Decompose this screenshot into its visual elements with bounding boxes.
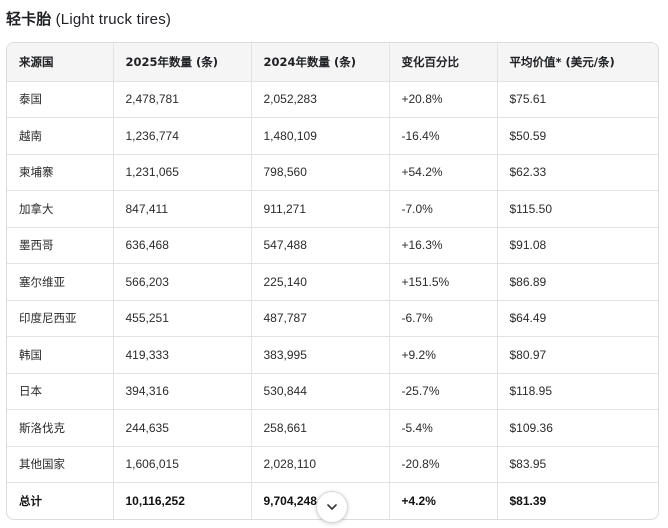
cell-2024-quantity: 547,488	[251, 227, 390, 264]
page-title: 轻卡胎 (Light truck tires)	[6, 8, 171, 29]
table-row: 柬埔寨 1,231,065 798,560 +54.2% $62.33	[7, 154, 658, 191]
cell-average-value: $64.49	[497, 300, 658, 337]
cell-2024-quantity: 911,271	[251, 190, 390, 228]
header-origin-country: 来源国	[7, 43, 114, 82]
header-average-value: 平均价值* (美元/条)	[497, 43, 658, 82]
cell-2024-quantity: 798,560	[251, 154, 390, 191]
cell-percent-change: -25.7%	[389, 373, 498, 410]
table-header-row: 来源国 2025年数量 (条) 2024年数量 (条) 变化百分比 平均价值* …	[7, 43, 658, 82]
cell-percent-change: +16.3%	[389, 227, 498, 264]
table-row: 斯洛伐克 244,635 258,661 -5.4% $109.36	[7, 409, 658, 447]
cell-average-value: $75.61	[497, 81, 658, 118]
cell-percent-change: -6.7%	[389, 300, 498, 337]
title-english: (Light truck tires)	[55, 11, 172, 28]
total-cell-2025-quantity: 10,116,252	[113, 482, 252, 519]
cell-average-value: $86.89	[497, 263, 658, 301]
table-row: 其他国家 1,606,015 2,028,110 -20.8% $83.95	[7, 446, 658, 483]
cell-origin-country: 塞尔维亚	[7, 263, 114, 301]
cell-2025-quantity: 636,468	[113, 227, 252, 264]
cell-percent-change: +54.2%	[389, 154, 498, 191]
cell-2025-quantity: 244,635	[113, 409, 252, 447]
cell-origin-country: 泰国	[7, 81, 114, 118]
table-row: 加拿大 847,411 911,271 -7.0% $115.50	[7, 190, 658, 228]
cell-2024-quantity: 2,028,110	[251, 446, 390, 483]
table-total-row: 总计 10,116,252 9,704,248 +4.2% $81.39	[7, 482, 658, 519]
cell-2024-quantity: 258,661	[251, 409, 390, 447]
total-cell-average-value: $81.39	[509, 494, 547, 508]
cell-2025-quantity: 419,333	[113, 336, 252, 374]
cell-2024-quantity: 383,995	[251, 336, 390, 374]
cell-percent-change: +9.2%	[389, 336, 498, 374]
cell-percent-change: -7.0%	[389, 190, 498, 228]
cell-origin-country: 越南	[7, 117, 114, 155]
cell-origin-country: 斯洛伐克	[7, 409, 114, 447]
cell-origin-country: 柬埔寨	[7, 154, 114, 191]
total-cell-origin-country: 总计	[7, 482, 114, 519]
cell-average-value: $80.97	[497, 336, 658, 374]
cell-2025-quantity: 847,411	[113, 190, 252, 228]
cell-2025-quantity: 566,203	[113, 263, 252, 301]
cell-2024-quantity: 530,844	[251, 373, 390, 410]
cell-2024-quantity: 487,787	[251, 300, 390, 337]
cell-percent-change: +151.5%	[389, 263, 498, 301]
table-row: 塞尔维亚 566,203 225,140 +151.5% $86.89	[7, 263, 658, 301]
title-chinese: 轻卡胎	[6, 10, 52, 28]
cell-origin-country: 加拿大	[7, 190, 114, 228]
cell-2024-quantity: 1,480,109	[251, 117, 390, 155]
cell-origin-country: 日本	[7, 373, 114, 410]
chevron-down-icon	[327, 504, 337, 510]
table-row: 泰国 2,478,781 2,052,283 +20.8% $75.61	[7, 81, 658, 118]
cell-percent-change: -5.4%	[389, 409, 498, 447]
table-row: 墨西哥 636,468 547,488 +16.3% $91.08	[7, 227, 658, 264]
cell-2025-quantity: 455,251	[113, 300, 252, 337]
table-row: 越南 1,236,774 1,480,109 -16.4% $50.59	[7, 117, 658, 155]
cell-percent-change: -20.8%	[389, 446, 498, 483]
cell-average-value: $62.33	[497, 154, 658, 191]
cell-2025-quantity: 394,316	[113, 373, 252, 410]
cell-2025-quantity: 1,606,015	[113, 446, 252, 483]
cell-average-value: $50.59	[497, 117, 658, 155]
scroll-down-button[interactable]	[316, 491, 348, 523]
cell-2025-quantity: 1,231,065	[113, 154, 252, 191]
header-2024-quantity: 2024年数量 (条)	[251, 43, 390, 82]
cell-2025-quantity: 2,478,781	[113, 81, 252, 118]
table-row: 日本 394,316 530,844 -25.7% $118.95	[7, 373, 658, 410]
header-2025-quantity: 2025年数量 (条)	[113, 43, 252, 82]
cell-2025-quantity: 1,236,774	[113, 117, 252, 155]
header-percent-change: 变化百分比	[389, 43, 498, 82]
cell-origin-country: 印度尼西亚	[7, 300, 114, 337]
cell-average-value: $91.08	[497, 227, 658, 264]
cell-average-value: $115.50	[497, 190, 658, 228]
cell-average-value: $109.36	[497, 409, 658, 447]
cell-2024-quantity: 225,140	[251, 263, 390, 301]
table-row: 印度尼西亚 455,251 487,787 -6.7% $64.49	[7, 300, 658, 337]
cell-origin-country: 韩国	[7, 336, 114, 374]
cell-2024-quantity: 2,052,283	[251, 81, 390, 118]
cell-percent-change: +20.8%	[389, 81, 498, 118]
table-row: 韩国 419,333 383,995 +9.2% $80.97	[7, 336, 658, 374]
cell-origin-country: 墨西哥	[7, 227, 114, 264]
tire-import-table: 来源国 2025年数量 (条) 2024年数量 (条) 变化百分比 平均价值* …	[7, 43, 658, 519]
cell-origin-country: 其他国家	[7, 446, 114, 483]
total-cell-percent-change: +4.2%	[389, 482, 498, 519]
cell-average-value: $118.95	[497, 373, 658, 410]
cell-percent-change: -16.4%	[389, 117, 498, 155]
data-table-container: 来源国 2025年数量 (条) 2024年数量 (条) 变化百分比 平均价值* …	[6, 42, 659, 520]
cell-average-value: $83.95	[497, 446, 658, 483]
